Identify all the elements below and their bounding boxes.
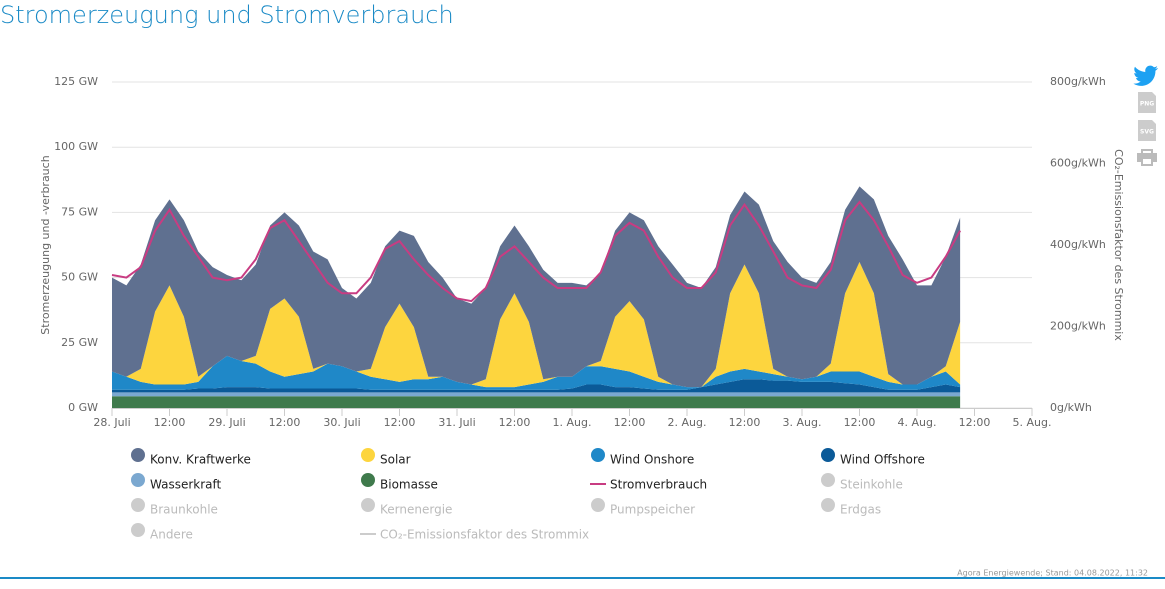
x-tick-label: 12:00 — [154, 416, 186, 429]
legend-label: Wasserkraft — [150, 478, 222, 492]
x-tick-label: 31. Juli — [438, 416, 475, 429]
area — [112, 261, 961, 388]
png-label: PNG — [1140, 101, 1154, 108]
x-tick-label: 28. Juli — [93, 416, 130, 429]
y-tick-label: 0 GW — [68, 401, 98, 414]
legend-label: Steinkohle — [840, 478, 903, 492]
legend-marker — [591, 448, 605, 462]
print-icon[interactable] — [1137, 149, 1157, 166]
y2-tick-label: 400g/kWh — [1050, 238, 1106, 251]
legend-label: Braunkohle — [150, 503, 218, 517]
legend-marker — [821, 473, 835, 487]
x-tick-label: 2. Aug. — [668, 416, 707, 429]
legend-marker — [361, 448, 375, 462]
y2-tick-label: 200g/kWh — [1050, 320, 1106, 333]
x-tick-label: 12:00 — [384, 416, 416, 429]
legend-marker — [131, 523, 145, 537]
x-tick-label: 12:00 — [844, 416, 876, 429]
svg-icon[interactable] — [1138, 120, 1156, 141]
source: Agora Energiewende; Stand: 04.08.2022, 1… — [957, 569, 1148, 578]
legend-marker — [591, 498, 605, 512]
x-tick-label: 3. Aug. — [783, 416, 822, 429]
x-tick-label: 12:00 — [269, 416, 301, 429]
legend-label: Pumpspeicher — [610, 503, 695, 517]
legend-marker — [131, 498, 145, 512]
x-tick-label: 29. Juli — [208, 416, 245, 429]
legend-marker — [131, 448, 145, 462]
legend-label: Kernenergie — [380, 503, 452, 517]
legend-label: Erdgas — [840, 503, 881, 517]
legend-marker — [821, 498, 835, 512]
legend-marker — [131, 473, 145, 487]
x-tick-label: 1. Aug. — [553, 416, 592, 429]
x-tick-label: 4. Aug. — [898, 416, 937, 429]
y2-tick-label: 600g/kWh — [1050, 157, 1106, 170]
x-tick-label: 12:00 — [499, 416, 531, 429]
legend-marker — [821, 448, 835, 462]
y-tick-label: 25 GW — [61, 336, 98, 349]
legend-marker — [361, 473, 375, 487]
y-tick-label: 50 GW — [61, 271, 98, 284]
x-tick-label: 12:00 — [959, 416, 991, 429]
x-tick-label: 5. Aug. — [1013, 416, 1052, 429]
x-tick-label: 12:00 — [729, 416, 761, 429]
line — [111, 200, 962, 303]
png-icon[interactable] — [1138, 92, 1156, 113]
legend-marker — [361, 498, 375, 512]
y-tick-label: 75 GW — [61, 205, 98, 218]
area — [112, 392, 961, 397]
svg-label: SVG — [1140, 129, 1154, 136]
y2-tick-label: 800g/kWh — [1050, 75, 1106, 88]
legend-label: Solar — [380, 453, 411, 467]
legend-label: Biomasse — [380, 478, 438, 492]
legend-label: Wind Offshore — [840, 453, 925, 467]
y-tick-label: 125 GW — [54, 75, 98, 88]
area — [112, 379, 961, 393]
legend-label: Wind Onshore — [610, 453, 694, 467]
legend-label: CO₂-Emissionsfaktor des Strommix — [380, 528, 589, 542]
legend-label: Stromverbrauch — [610, 478, 707, 492]
y2-tick-label: 0g/kWh — [1050, 401, 1092, 414]
toolbar: PNG SVG — [1133, 65, 1158, 166]
x-tick-label: 12:00 — [614, 416, 646, 429]
y2-axis-label: CO₂-Emissionsfaktor des Strommix — [1112, 149, 1125, 341]
x-tick-label: 30. Juli — [323, 416, 360, 429]
legend-label: Andere — [150, 528, 193, 542]
legend-label: Konv. Kraftwerke — [150, 453, 251, 467]
area — [112, 396, 961, 408]
chart-title: Stromerzeugung und Stromverbrauch — [0, 1, 454, 29]
area — [112, 355, 961, 390]
twitter-icon[interactable] — [1133, 65, 1158, 86]
y-tick-label: 100 GW — [54, 140, 98, 153]
y-axis-label: Stromerzeugung und -verbrauch — [39, 155, 52, 334]
area — [112, 186, 961, 388]
